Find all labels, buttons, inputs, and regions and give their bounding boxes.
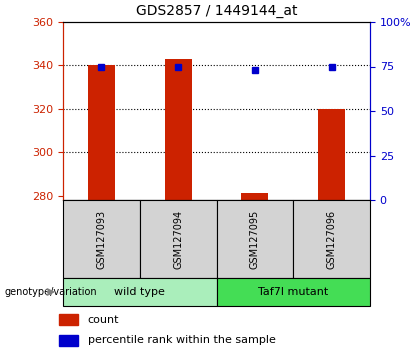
Bar xyxy=(318,109,345,200)
Bar xyxy=(140,200,216,278)
Bar xyxy=(59,335,79,346)
Text: Taf7l mutant: Taf7l mutant xyxy=(258,287,328,297)
Text: GSM127093: GSM127093 xyxy=(96,210,106,269)
Bar xyxy=(241,194,268,200)
Bar xyxy=(165,59,192,200)
Text: GSM127096: GSM127096 xyxy=(327,210,336,269)
Title: GDS2857 / 1449144_at: GDS2857 / 1449144_at xyxy=(136,4,297,18)
Text: count: count xyxy=(88,315,119,325)
Bar xyxy=(216,278,370,306)
Bar xyxy=(59,314,79,325)
Bar xyxy=(293,200,370,278)
Text: GSM127094: GSM127094 xyxy=(173,210,183,269)
Text: percentile rank within the sample: percentile rank within the sample xyxy=(88,335,276,346)
Bar xyxy=(216,200,293,278)
Text: genotype/variation: genotype/variation xyxy=(4,287,97,297)
Bar xyxy=(88,65,115,200)
Bar xyxy=(63,278,216,306)
Text: wild type: wild type xyxy=(114,287,165,297)
Text: GSM127095: GSM127095 xyxy=(250,209,260,269)
Bar xyxy=(63,200,140,278)
